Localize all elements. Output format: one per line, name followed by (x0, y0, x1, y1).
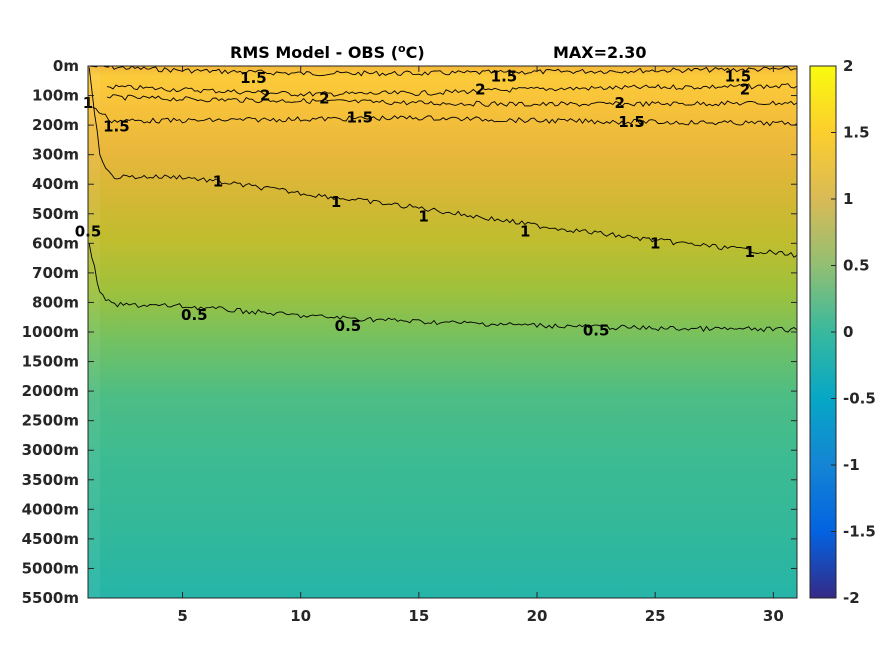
chart-title: RMS Model - OBS (oC) MAX=2.30 (230, 42, 647, 62)
colorbar-tick-label: 0 (843, 323, 853, 341)
y-tick-label: 700m (32, 264, 79, 282)
y-tick-label: 5500m (22, 589, 79, 607)
x-tick-label: 20 (527, 607, 548, 625)
contour-line (90, 66, 797, 77)
colorbar-tick-label: -1.5 (843, 523, 876, 541)
contour-label: 0.5 (181, 306, 208, 324)
y-tick-label: 4500m (22, 530, 79, 548)
heatmap-field (88, 66, 797, 598)
x-tick-label: 30 (763, 607, 784, 625)
y-tick-label: 4000m (22, 500, 79, 518)
contour-label: 1 (213, 172, 223, 190)
y-tick-label: 500m (32, 205, 79, 223)
contour-label: 1 (331, 193, 341, 211)
y-tick-label: 2000m (22, 382, 79, 400)
y-tick-label: 1500m (22, 353, 79, 371)
contour-label: 1 (745, 243, 755, 261)
contour-label: 2 (615, 94, 625, 112)
contour-label: 1 (520, 223, 530, 241)
contour-label: 1 (650, 234, 660, 252)
x-tick-label: 10 (290, 607, 311, 625)
colorbar-tick-label: -1 (843, 456, 860, 474)
y-axis: 0m 100m 200m 300m 400m 500m 600m 700m 800m 1000m 1… (22, 57, 797, 607)
y-tick-label: 800m (32, 293, 79, 311)
title-text: RMS Model - OBS (oC) (230, 42, 425, 62)
contour-label: 1.5 (618, 113, 645, 131)
contour-label: 2 (319, 90, 329, 108)
contour-line (88, 67, 797, 258)
contour-label: 2 (740, 81, 750, 99)
colorbar-tick-label: 0.5 (843, 257, 870, 275)
contour-label: 1.5 (725, 67, 752, 85)
y-tick-label: 2500m (22, 412, 79, 430)
colorbar: 2 1.5 1 0.5 0 -0.5 -1 -1.5 -2 (809, 57, 876, 607)
contour-line (88, 243, 797, 333)
contour-label: 0.5 (335, 317, 362, 335)
contour-label: 2 (260, 87, 270, 105)
colorbar-tick-label: 2 (843, 57, 853, 75)
contour-label: 2 (475, 81, 485, 99)
y-tick-label: 3500m (22, 471, 79, 489)
y-tick-label: 3000m (22, 441, 79, 459)
y-tick-label: 100m (32, 87, 79, 105)
colorbar-tick-label: 1.5 (843, 124, 870, 142)
y-tick-label: 1000m (22, 323, 79, 341)
contour-label: 1.5 (346, 109, 373, 127)
contour-label: 1 (418, 208, 428, 226)
x-axis: 5 10 15 20 25 30 (177, 66, 784, 625)
contour-label: 1.5 (491, 67, 518, 85)
colorbar-tick-label: -2 (843, 589, 860, 607)
contour-line (92, 106, 797, 127)
y-tick-label: 600m (32, 234, 79, 252)
colorbar-ticks: 2 1.5 1 0.5 0 -0.5 -1 -1.5 -2 (831, 57, 876, 607)
contour-label: 1.5 (103, 118, 130, 136)
x-tick-label: 5 (177, 607, 187, 625)
contour-line (106, 94, 797, 108)
colorbar-tick-label: -0.5 (843, 390, 876, 408)
y-tick-label: 0m (53, 57, 79, 75)
max-label: MAX=2.30 (553, 43, 647, 62)
y-tick-label: 400m (32, 175, 79, 193)
y-tick-label: 300m (32, 146, 79, 164)
x-tick-label: 15 (408, 607, 429, 625)
contour-lines (88, 66, 797, 333)
contour-label: 1.5 (240, 69, 267, 87)
y-tick-label: 200m (32, 116, 79, 134)
contour-label: 0.5 (583, 322, 610, 340)
y-tick-label: 5000m (22, 559, 79, 577)
colorbar-tick-label: 1 (843, 190, 853, 208)
contour-line (106, 83, 797, 97)
x-tick-label: 25 (645, 607, 666, 625)
